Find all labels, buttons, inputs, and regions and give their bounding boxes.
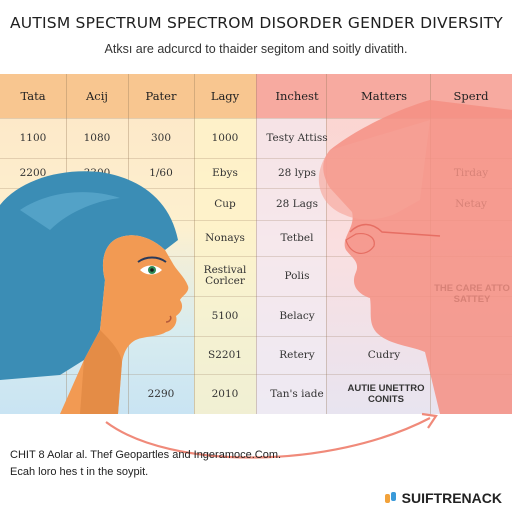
table-cell: Cup: [214, 197, 236, 210]
table-cell: Nonays: [205, 231, 245, 244]
table-cell: 1/60: [149, 166, 173, 179]
row-divider: [0, 256, 512, 257]
table-cell: Restival Corlcer: [203, 264, 247, 287]
table-cell: Retery: [279, 348, 315, 361]
row-divider: [0, 374, 512, 375]
table-cell: Tan's iade: [270, 387, 324, 400]
table-cell: Belacy: [279, 309, 315, 322]
brand-mark-icon: [384, 492, 396, 503]
column-header: Acij: [86, 89, 108, 103]
column-header: Matters: [360, 89, 408, 103]
table-cell: Tetbel: [280, 231, 314, 244]
arrow-head-icon: [421, 412, 438, 429]
footer-caption: CHIT 8 Aolar al. Thef Geopartles and Ing…: [10, 447, 281, 481]
data-table: Tata Acij Pater Lagy Inchest Matters Spe…: [0, 74, 512, 414]
column-header: Tata: [20, 89, 46, 103]
table-cell: Polis: [284, 269, 310, 282]
table-cell: Testy Attiss: [266, 131, 328, 144]
table-cell: 28 Lags: [275, 197, 319, 210]
brand-logo: SUIFTRENACK: [384, 490, 502, 506]
column-header: Pater: [145, 89, 177, 103]
table-cell: 3300: [83, 166, 111, 179]
table-cell: Netay: [455, 197, 487, 210]
table-cell: S2201: [208, 348, 242, 361]
brand-name: SUIFTRENACK: [401, 490, 502, 506]
row-divider: [0, 296, 512, 297]
table-cell: 2010: [211, 387, 239, 400]
column-divider: [194, 74, 195, 414]
table-cell: 1100: [19, 131, 47, 144]
table-cell: THE CARE ATTO SATTEY: [434, 283, 510, 305]
row-divider: [0, 336, 512, 337]
table-cell: 1080: [83, 131, 111, 144]
column-divider: [256, 74, 257, 414]
footer-line-1: CHIT 8 Aolar al. Thef Geopartles and Ing…: [10, 449, 282, 461]
table-cell: Ebys: [212, 166, 238, 179]
footer-line-2: Ecah loro hes t in the soypit.: [10, 466, 149, 478]
table-cell: 1000: [211, 131, 239, 144]
row-divider: [0, 188, 512, 189]
table-cell: 2200: [19, 166, 47, 179]
table-cell: Tirday: [453, 166, 489, 179]
table-cell: AUTIE UNETTRO CONITS: [347, 383, 425, 405]
column-divider: [430, 74, 431, 414]
row-divider: [0, 220, 512, 221]
table-cell: 2290: [147, 387, 175, 400]
table-cell: 5100: [211, 309, 239, 322]
table-cell: 28 lyps: [277, 166, 317, 179]
column-header: Inchest: [275, 89, 319, 103]
row-divider: [0, 158, 512, 159]
table-cell: 300: [150, 131, 172, 144]
column-header: Lagy: [210, 89, 240, 103]
row-divider: [0, 118, 512, 119]
table-cell: Cudry: [367, 348, 401, 361]
column-header: Sperd: [453, 89, 489, 103]
page-subtitle: Atksı are adcurcd to thaider segitom and…: [104, 42, 408, 56]
page-title: AUTISM SPECTRUM SPECTROM DISORDER GENDER…: [10, 14, 503, 32]
